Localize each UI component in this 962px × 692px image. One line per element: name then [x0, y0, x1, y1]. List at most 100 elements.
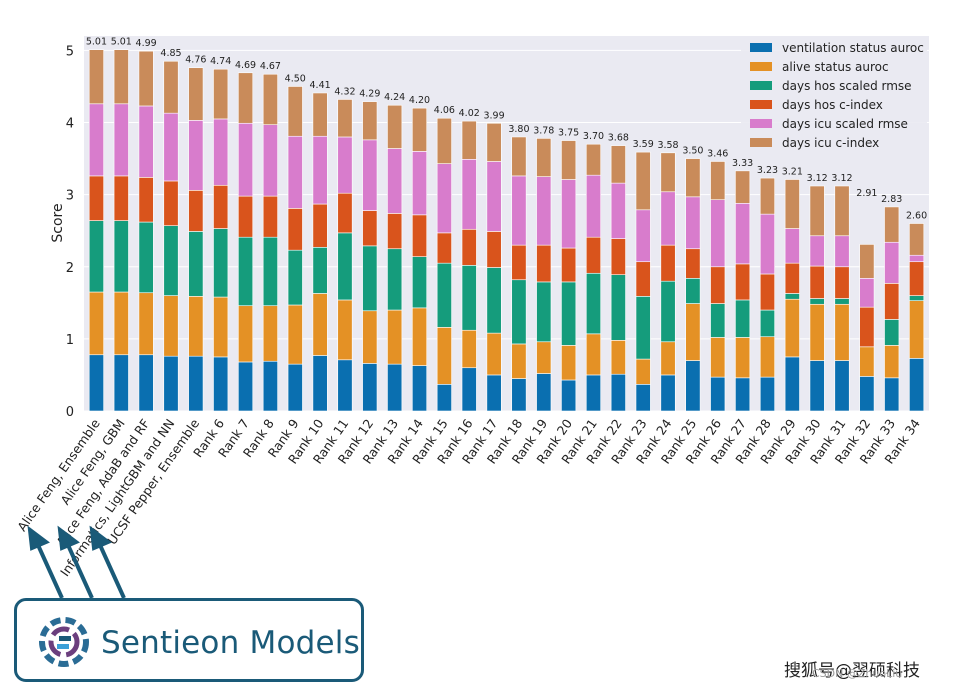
total-label: 3.12	[807, 173, 828, 184]
bar-segment-3	[262, 236, 278, 307]
bar-segment-2	[635, 358, 651, 385]
bar-segment-1	[113, 354, 129, 412]
bar-segment-4	[585, 236, 601, 274]
bar-segment-1	[287, 363, 303, 412]
bar-segment-4	[188, 190, 204, 232]
bar-segment-4	[859, 306, 875, 348]
bar-segment-6	[784, 179, 800, 229]
bar-segment-3	[163, 225, 179, 296]
total-label: 3.68	[608, 133, 629, 144]
total-label: 3.75	[558, 128, 579, 139]
bar-segment-6	[362, 101, 378, 141]
bar-segment-5	[759, 213, 775, 275]
bar-segment-5	[809, 235, 825, 267]
bar-segment-2	[262, 305, 278, 362]
bar-segment-4	[511, 244, 527, 281]
bar-segment-1	[759, 376, 775, 412]
bar-segment-4	[461, 228, 477, 266]
arrow-3	[98, 544, 126, 599]
legend-label: days hos c-index	[782, 98, 883, 112]
bar-segment-2	[561, 345, 577, 381]
bar-segment-3	[909, 295, 925, 301]
bar-segment-2	[412, 307, 428, 366]
bar-segment-2	[387, 309, 403, 365]
bar-segment-2	[337, 299, 353, 361]
bar-segment-2	[163, 295, 179, 357]
bar-segment-3	[511, 279, 527, 345]
bar-segment-2	[735, 337, 751, 379]
bar-segment-6	[710, 161, 726, 201]
bar-segment-2	[710, 337, 726, 378]
bar-segment-6	[909, 223, 925, 256]
bar-segment-1	[486, 374, 502, 412]
bar-segment-3	[412, 256, 428, 309]
bar-segment-3	[461, 265, 477, 331]
bar-segment-5	[337, 136, 353, 194]
bar-segment-1	[213, 356, 229, 412]
bar-segment-1	[610, 373, 626, 412]
bar-segment-2	[834, 303, 850, 361]
bar-segment-3	[138, 221, 154, 294]
bar-segment-5	[362, 139, 378, 211]
bar-segment-6	[412, 107, 428, 152]
bar-segment-4	[262, 195, 278, 238]
legend-swatch	[750, 43, 772, 52]
total-label: 3.23	[757, 165, 778, 176]
bar-segment-5	[436, 163, 452, 234]
stacked-bar-chart: 0 1 2 3 4 5 5.01 5.01 4.994.85 4.76 4.74 4.69 4.67 4…	[14, 36, 929, 599]
bar-segment-3	[561, 281, 577, 346]
bar-segment-3	[486, 267, 502, 334]
arrow-2	[66, 544, 94, 599]
total-label: 4.50	[285, 73, 306, 84]
bar-segment-1	[412, 365, 428, 412]
bar-segment-6	[238, 72, 254, 124]
bar-segment-2	[660, 341, 676, 376]
bar-segment-4	[809, 265, 825, 299]
bar-segment-3	[809, 298, 825, 305]
bar-segment-4	[735, 263, 751, 301]
legend-frame	[741, 37, 927, 155]
bar-segment-3	[735, 299, 751, 338]
bar-segment-2	[809, 303, 825, 361]
total-label: 3.99	[483, 110, 504, 121]
bar-segment-2	[859, 346, 875, 377]
bar-segment-4	[536, 244, 552, 283]
bar-segment-5	[884, 241, 900, 284]
bar-segment-4	[138, 177, 154, 223]
bar-segment-4	[412, 214, 428, 257]
bar-segment-4	[685, 248, 701, 279]
bar-segment-5	[238, 122, 254, 197]
bar-segment-3	[610, 274, 626, 341]
bar-segment-5	[660, 191, 676, 246]
bar-segment-2	[113, 291, 129, 356]
bars	[88, 49, 925, 412]
bar-segment-3	[884, 319, 900, 346]
bar-segment-4	[362, 210, 378, 247]
bar-segment-2	[312, 293, 328, 356]
bar-segment-3	[685, 278, 701, 304]
bar-segment-1	[387, 363, 403, 412]
bar-segment-4	[238, 195, 254, 238]
legend-swatch	[750, 62, 772, 71]
bar-segment-5	[312, 135, 328, 205]
bar-segment-3	[188, 231, 204, 297]
total-label: 4.76	[185, 55, 206, 66]
sentieon-models-label: Sentieon Models	[101, 625, 360, 661]
total-label: 4.85	[160, 48, 181, 59]
total-label: 2.83	[881, 194, 902, 205]
bar-segment-1	[710, 376, 726, 412]
bar-segment-3	[387, 248, 403, 311]
bar-segment-6	[685, 158, 701, 198]
total-label: 4.99	[136, 38, 157, 49]
bar-segment-3	[337, 232, 353, 301]
legend-swatch	[750, 100, 772, 109]
bar-segment-4	[660, 244, 676, 282]
bar-segment-5	[784, 228, 800, 264]
bar-segment-3	[759, 309, 775, 338]
bar-segment-1	[635, 384, 651, 412]
y-tick-label: 4	[66, 117, 74, 132]
bar-segment-3	[312, 246, 328, 294]
csdn-watermark: CSDN @ZhuoLiu	[812, 667, 903, 680]
bar-segment-5	[710, 199, 726, 268]
